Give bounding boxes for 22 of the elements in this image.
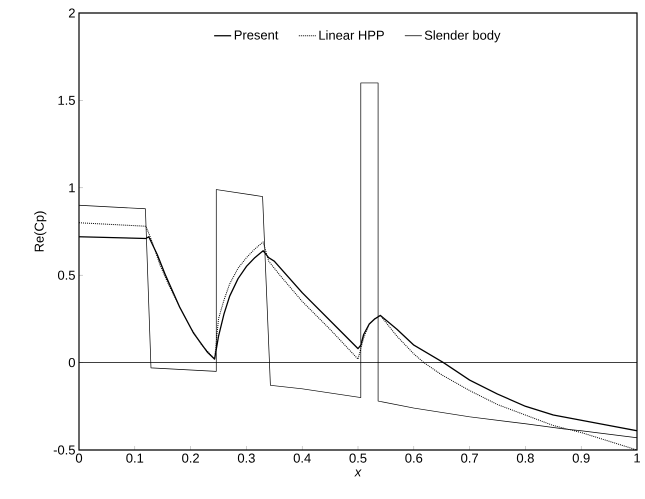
legend-label: Slender body bbox=[424, 30, 500, 42]
legend-label: Linear HPP bbox=[319, 30, 384, 40]
legend-label: Present bbox=[234, 30, 278, 40]
x-tick-label: 1 bbox=[634, 454, 640, 462]
x-tick-label: 0.2 bbox=[182, 454, 199, 463]
x-tick-label: 0.9 bbox=[572, 454, 590, 463]
x-tick-label: 0.7 bbox=[461, 454, 478, 463]
y-tick-label: -0.5 bbox=[54, 445, 75, 455]
x-tick-label: 0 bbox=[76, 454, 82, 463]
x-tick-label: 0.8 bbox=[516, 454, 534, 463]
x-tick-label: 0.3 bbox=[238, 454, 255, 463]
y-tick-label: 2 bbox=[68, 8, 75, 18]
y-tick-label: 0 bbox=[68, 358, 75, 368]
y-tick-label: 1 bbox=[69, 183, 75, 192]
y-tick-label: 1.5 bbox=[58, 96, 75, 105]
x-tick-label: 0.6 bbox=[405, 454, 422, 463]
x-tick-label: 0.1 bbox=[126, 454, 144, 463]
x-tick-label: 0.4 bbox=[294, 454, 311, 463]
y-tick-label: 0.5 bbox=[58, 270, 75, 280]
y-axis-title: Re(Cp) bbox=[34, 211, 46, 252]
x-tick-label: 0.5 bbox=[350, 454, 366, 463]
x-axis-title: x bbox=[354, 470, 362, 476]
